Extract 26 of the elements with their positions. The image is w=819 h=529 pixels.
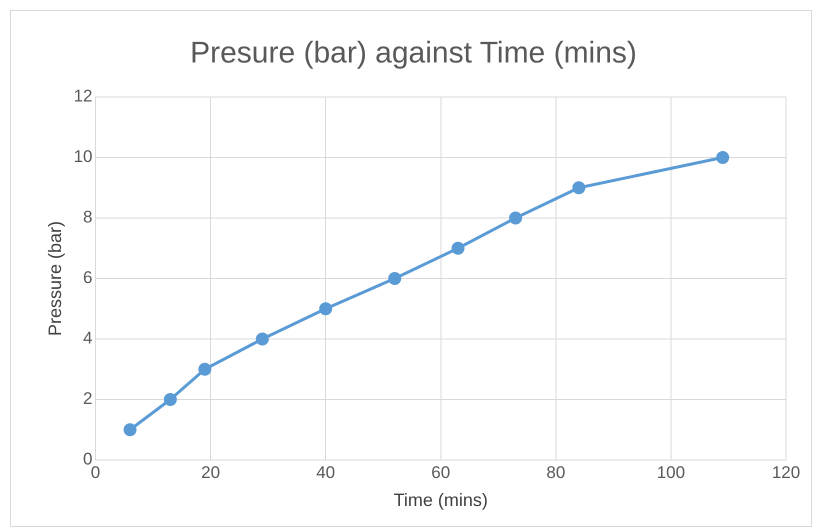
point	[319, 302, 332, 316]
y-tick-label: 6	[83, 268, 93, 288]
y-tick-label: 8	[83, 208, 93, 227]
point	[509, 212, 522, 224]
x-tick-label: 80	[546, 462, 566, 482]
point	[124, 423, 137, 436]
y-tick-label: 12	[74, 86, 93, 106]
point	[164, 393, 177, 406]
point	[388, 272, 402, 285]
x-tick-label: 40	[316, 462, 336, 482]
y-tick-label: 2	[83, 389, 93, 408]
y-axis-title: Pressure (bar)	[44, 220, 65, 336]
x-axis-title: Time (mins)	[394, 490, 488, 510]
y-tick-label: 4	[83, 328, 93, 348]
chart-title: Presure (bar) against Time (mins)	[190, 36, 637, 70]
point	[198, 362, 212, 376]
point	[572, 181, 586, 194]
y-tick-label: 10	[74, 147, 93, 166]
point	[716, 151, 730, 164]
x-tick-label: 20	[201, 462, 220, 482]
x-tick-label: 120	[772, 462, 800, 482]
y-tick-label: 0	[83, 450, 93, 469]
x-tick-label: 60	[431, 462, 450, 482]
x-tick-label: 100	[656, 462, 686, 482]
point	[452, 242, 465, 255]
point	[256, 332, 269, 346]
